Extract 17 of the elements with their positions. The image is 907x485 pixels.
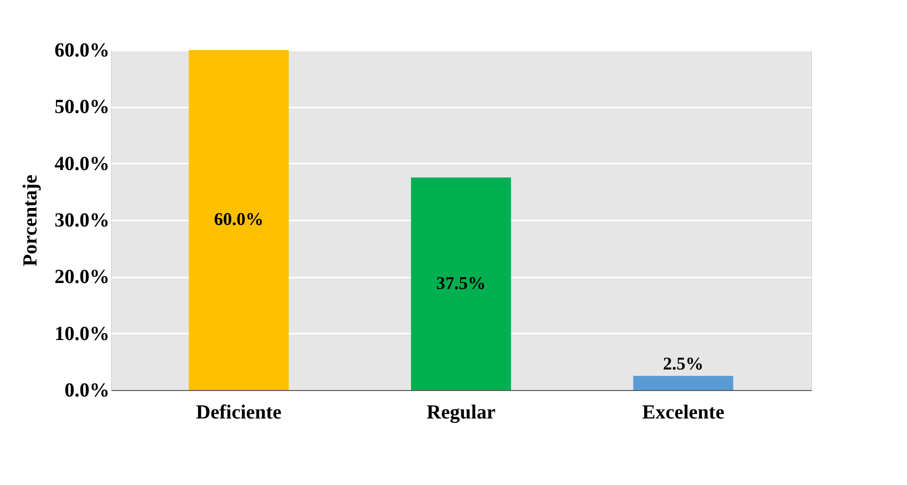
y-tick-label: 0.0% — [64, 380, 110, 402]
x-tick-label: Deficiente — [196, 402, 282, 424]
y-tick-label: 60.0% — [54, 40, 110, 62]
bar — [411, 178, 511, 390]
data-label: 2.5% — [662, 354, 704, 374]
x-tick-label: Excelente — [642, 402, 724, 424]
y-axis-title: Porcentaje — [20, 174, 42, 266]
data-label: 60.0% — [214, 209, 264, 229]
x-tick-label: Regular — [426, 402, 496, 424]
y-tick-label: 20.0% — [54, 266, 110, 288]
bar — [188, 50, 289, 390]
y-tick-label: 30.0% — [54, 210, 110, 232]
y-tick-label: 40.0% — [54, 152, 110, 175]
bar — [633, 376, 734, 390]
y-tick-label: 50.0% — [54, 96, 110, 118]
y-tick-label: 10.0% — [54, 322, 110, 345]
data-label: 37.5% — [436, 272, 486, 293]
